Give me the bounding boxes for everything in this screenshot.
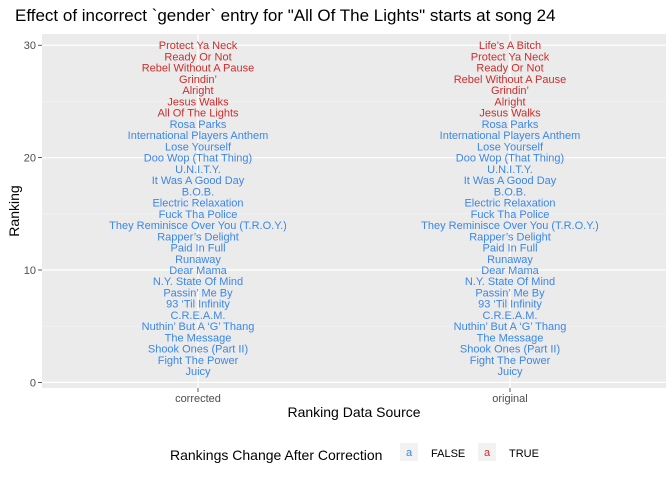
song-label: Nuthin’ But A ‘G’ Thang	[142, 321, 255, 333]
song-label: The Message	[477, 332, 544, 344]
legend-key-box	[400, 443, 418, 461]
song-label: All Of The Lights	[157, 108, 239, 120]
song-label: Ready Or Not	[164, 51, 231, 63]
song-label: Alright	[182, 85, 213, 97]
song-label: B.O.B.	[182, 186, 214, 198]
song-label: It Was A Good Day	[152, 175, 245, 187]
legend-label-false: FALSE	[431, 448, 465, 460]
song-label: Protect Ya Neck	[471, 51, 550, 63]
legend-keys: a FALSE a TRUE	[400, 443, 539, 461]
legend-title: Rankings Change After Correction	[170, 447, 382, 463]
chart-title: Effect of incorrect `gender` entry for "…	[15, 6, 556, 25]
song-label: Juicy	[497, 366, 523, 378]
song-label: Grindin’	[179, 74, 217, 86]
y-axis: 0 10 20 30	[24, 40, 42, 389]
song-label: Fight The Power	[470, 355, 551, 367]
legend: Rankings Change After Correction a FALSE a…	[170, 443, 539, 463]
y-axis-title: Ranking	[6, 185, 22, 236]
song-label: Jesus Walks	[479, 108, 541, 120]
song-label: Dear Mama	[169, 265, 227, 277]
plot-panel	[42, 34, 666, 388]
song-label: Doo Wop (That Thing)	[144, 153, 252, 165]
y-tick-label: 0	[30, 377, 36, 389]
song-label: Rosa Parks	[170, 119, 227, 131]
x-tick-label-original: original	[492, 393, 527, 405]
song-label: Paid In Full	[482, 243, 537, 255]
song-label: It Was A Good Day	[464, 175, 557, 187]
song-label: Rebel Without A Pause	[142, 63, 255, 75]
song-label: Nuthin’ But A ‘G’ Thang	[454, 321, 567, 333]
legend-key-glyph: a	[484, 447, 491, 459]
song-label: Passin’ Me By	[475, 287, 545, 299]
song-label: Ready Or Not	[476, 63, 543, 75]
y-tick-label: 30	[24, 40, 36, 52]
song-label: They Reminisce Over You (T.R.O.Y.)	[421, 220, 599, 232]
song-label: Fuck Tha Police	[159, 209, 238, 221]
y-tick-label: 20	[24, 153, 36, 165]
song-label: Runaway	[175, 254, 221, 266]
x-axis: corrected original	[175, 388, 528, 405]
song-label: U.N.I.T.Y.	[175, 164, 221, 176]
song-label: They Reminisce Over You (T.R.O.Y.)	[109, 220, 287, 232]
song-label: N.Y. State Of Mind	[153, 276, 243, 288]
song-label: C.R.E.A.M.	[170, 310, 225, 322]
song-label: Shook Ones (Part II)	[460, 344, 560, 356]
song-label: Dear Mama	[481, 265, 539, 277]
song-label: International Players Anthem	[440, 130, 581, 142]
song-label: Electric Relaxation	[152, 198, 243, 210]
song-label: Juicy	[185, 366, 211, 378]
song-label: Fuck Tha Police	[471, 209, 550, 221]
song-label: Grindin’	[491, 85, 529, 97]
grid-lines	[42, 34, 666, 388]
song-label: Paid In Full	[170, 243, 225, 255]
legend-key-glyph: a	[406, 447, 413, 459]
song-label: B.O.B.	[494, 186, 526, 198]
song-label: 93 ‘Til Infinity	[478, 299, 542, 311]
song-label: Rapper’s Delight	[157, 231, 239, 243]
song-label: U.N.I.T.Y.	[487, 164, 533, 176]
legend-key-box	[478, 443, 496, 461]
song-label: Jesus Walks	[167, 96, 229, 108]
y-tick-label: 10	[24, 265, 36, 277]
x-tick-label-corrected: corrected	[175, 393, 221, 405]
song-label: Electric Relaxation	[464, 198, 555, 210]
song-label: Doo Wop (That Thing)	[456, 153, 564, 165]
song-label: Lose Yourself	[165, 141, 232, 153]
song-label: Passin’ Me By	[163, 287, 233, 299]
song-label: 93 ‘Til Infinity	[166, 299, 230, 311]
song-label: Runaway	[487, 254, 533, 266]
song-label: Rosa Parks	[482, 119, 539, 131]
song-label: N.Y. State Of Mind	[465, 276, 555, 288]
song-label: Lose Yourself	[477, 141, 544, 153]
song-label: Rebel Without A Pause	[454, 74, 567, 86]
song-label: Shook Ones (Part II)	[148, 344, 248, 356]
song-label: International Players Anthem	[128, 130, 269, 142]
song-label: Alright	[494, 96, 525, 108]
song-label: The Message	[165, 332, 232, 344]
song-label: Rapper’s Delight	[469, 231, 551, 243]
x-axis-title: Ranking Data Source	[287, 404, 420, 420]
legend-label-true: TRUE	[509, 448, 539, 460]
song-label: Fight The Power	[158, 355, 239, 367]
song-label: C.R.E.A.M.	[482, 310, 537, 322]
song-label: Protect Ya Neck	[159, 40, 238, 52]
song-label: Life’s A Bitch	[479, 40, 541, 52]
